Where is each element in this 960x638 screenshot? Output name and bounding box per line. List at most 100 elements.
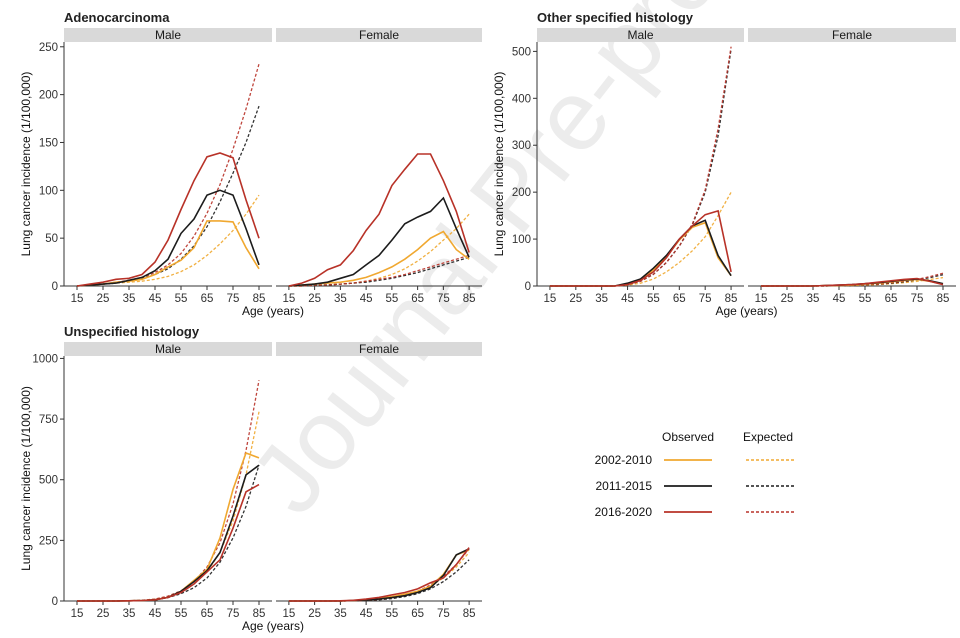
observed-line-2016-2020	[288, 153, 470, 287]
watermark: Journal Pre-proof	[229, 0, 793, 534]
x-tick-label: 35	[334, 293, 347, 305]
panel-0: Adenocarcinoma 0 50 100 150 200 250 Lung cancer…	[19, 10, 482, 318]
x-tick-label: 85	[725, 293, 738, 305]
legend-expected-header: Expected	[743, 430, 793, 444]
observed-line-2002-2010	[549, 221, 732, 287]
facet-label: Female	[359, 342, 399, 356]
y-axis-label: Lung cancer incidence (1/100,000)	[492, 72, 506, 257]
y-tick-label: 400	[512, 93, 531, 105]
facet-label: Male	[155, 28, 181, 42]
y-tick-label: 250	[39, 42, 58, 54]
y-tick-label: 0	[525, 281, 531, 293]
facet-male: Male 15 25 35 45 55 65 75 85	[64, 28, 272, 305]
x-tick-label: 35	[123, 608, 136, 620]
x-tick-label: 45	[833, 293, 846, 305]
x-tick-label: 55	[385, 293, 398, 305]
x-tick-label: 35	[123, 293, 136, 305]
observed-line-2016-2020	[761, 277, 944, 287]
panel-2: Unspecified histology 0 250 500 750 1000 Lung …	[19, 324, 482, 633]
y-tick-label: 500	[512, 46, 531, 58]
y-axis-label: Lung cancer incidence (1/100,000)	[19, 72, 33, 257]
x-axis-label: Age (years)	[242, 304, 304, 318]
x-tick-label: 85	[463, 293, 476, 305]
x-tick-label: 45	[149, 293, 162, 305]
facet-strip	[276, 28, 482, 42]
facet-female: Female 15 25 35 45 55 65 75 85	[276, 28, 482, 305]
observed-line-2016-2020	[77, 483, 260, 602]
facet-strip	[748, 28, 956, 42]
panel-1: Other specified histology 0 100 200 300 400 50…	[492, 10, 956, 318]
x-tick-label: 65	[885, 293, 898, 305]
observed-line-2002-2010	[288, 549, 470, 602]
x-tick-label: 15	[71, 293, 84, 305]
y-tick-label: 250	[39, 535, 58, 547]
y-tick-label: 300	[512, 140, 531, 152]
y-tick-label: 200	[39, 90, 58, 102]
x-tick-label: 45	[360, 608, 373, 620]
observed-line-2011-2015	[76, 189, 260, 287]
x-tick-label: 75	[699, 293, 712, 305]
x-tick-label: 65	[201, 293, 214, 305]
x-tick-label: 85	[253, 608, 266, 620]
x-tick-label: 25	[97, 608, 110, 620]
x-tick-label: 75	[911, 293, 924, 305]
facet-female: Female 15 25 35 45 55 65 75 85	[748, 28, 956, 305]
x-tick-label: 45	[621, 293, 634, 305]
facet-label: Female	[832, 28, 872, 42]
y-tick-label: 50	[45, 233, 58, 245]
x-tick-label: 85	[253, 293, 266, 305]
facet-strip	[64, 342, 272, 356]
legend-label: 2016-2020	[595, 505, 653, 519]
x-tick-label: 25	[308, 608, 321, 620]
expected-line-2016-2020	[77, 380, 260, 602]
facet-strip	[537, 28, 744, 42]
observed-line-2011-2015	[288, 196, 470, 287]
expected-line-2002-2010	[549, 191, 732, 287]
x-tick-label: 55	[647, 293, 660, 305]
y-tick-label: 100	[512, 234, 531, 246]
x-tick-label: 75	[227, 608, 240, 620]
facet-strip	[64, 28, 272, 42]
facet-label: Male	[627, 28, 653, 42]
y-tick-label: 100	[39, 185, 58, 197]
x-tick-label: 65	[411, 293, 424, 305]
x-tick-label: 15	[282, 293, 295, 305]
facet-male: Male 15 25 35 45 55 65 75 85	[64, 342, 272, 620]
facet-male: Male 15 25 35 45 55 65 75 85	[537, 28, 744, 305]
legend: Observed Expected 2002-2010 2011-2015 2016-2…	[595, 430, 794, 519]
facet-female: Female 15 25 35 45 55 65 75 85	[276, 342, 482, 620]
x-tick-label: 35	[334, 608, 347, 620]
expected-line-2011-2015	[288, 559, 470, 602]
y-tick-label: 0	[52, 281, 58, 293]
x-axis-label: Age (years)	[715, 304, 777, 318]
facet-label: Male	[155, 342, 181, 356]
y-tick-label: 150	[39, 137, 58, 149]
observed-line-2016-2020	[76, 152, 260, 287]
x-tick-label: 55	[175, 608, 188, 620]
legend-observed-header: Observed	[662, 430, 714, 444]
legend-label: 2011-2015	[596, 479, 653, 493]
x-tick-label: 15	[544, 293, 557, 305]
panel-title: Adenocarcinoma	[64, 10, 170, 25]
x-tick-label: 75	[437, 608, 450, 620]
legend-label: 2002-2010	[595, 453, 653, 467]
observed-line-2016-2020	[549, 209, 732, 287]
x-tick-label: 25	[97, 293, 110, 305]
x-tick-label: 45	[149, 608, 162, 620]
x-tick-label: 85	[463, 608, 476, 620]
panel-title: Unspecified histology	[64, 324, 200, 339]
x-tick-label: 55	[859, 293, 872, 305]
panel-title: Other specified histology	[537, 10, 694, 25]
x-tick-label: 15	[282, 608, 295, 620]
x-tick-label: 65	[673, 293, 686, 305]
x-axis-label: Age (years)	[242, 619, 304, 633]
x-tick-label: 15	[755, 293, 768, 305]
x-tick-label: 25	[781, 293, 794, 305]
y-tick-label: 500	[39, 475, 58, 487]
observed-line-2016-2020	[288, 547, 470, 602]
expected-line-2016-2020	[288, 254, 470, 287]
x-tick-label: 65	[411, 608, 424, 620]
x-tick-label: 35	[595, 293, 608, 305]
y-tick-label: 1000	[32, 353, 58, 365]
